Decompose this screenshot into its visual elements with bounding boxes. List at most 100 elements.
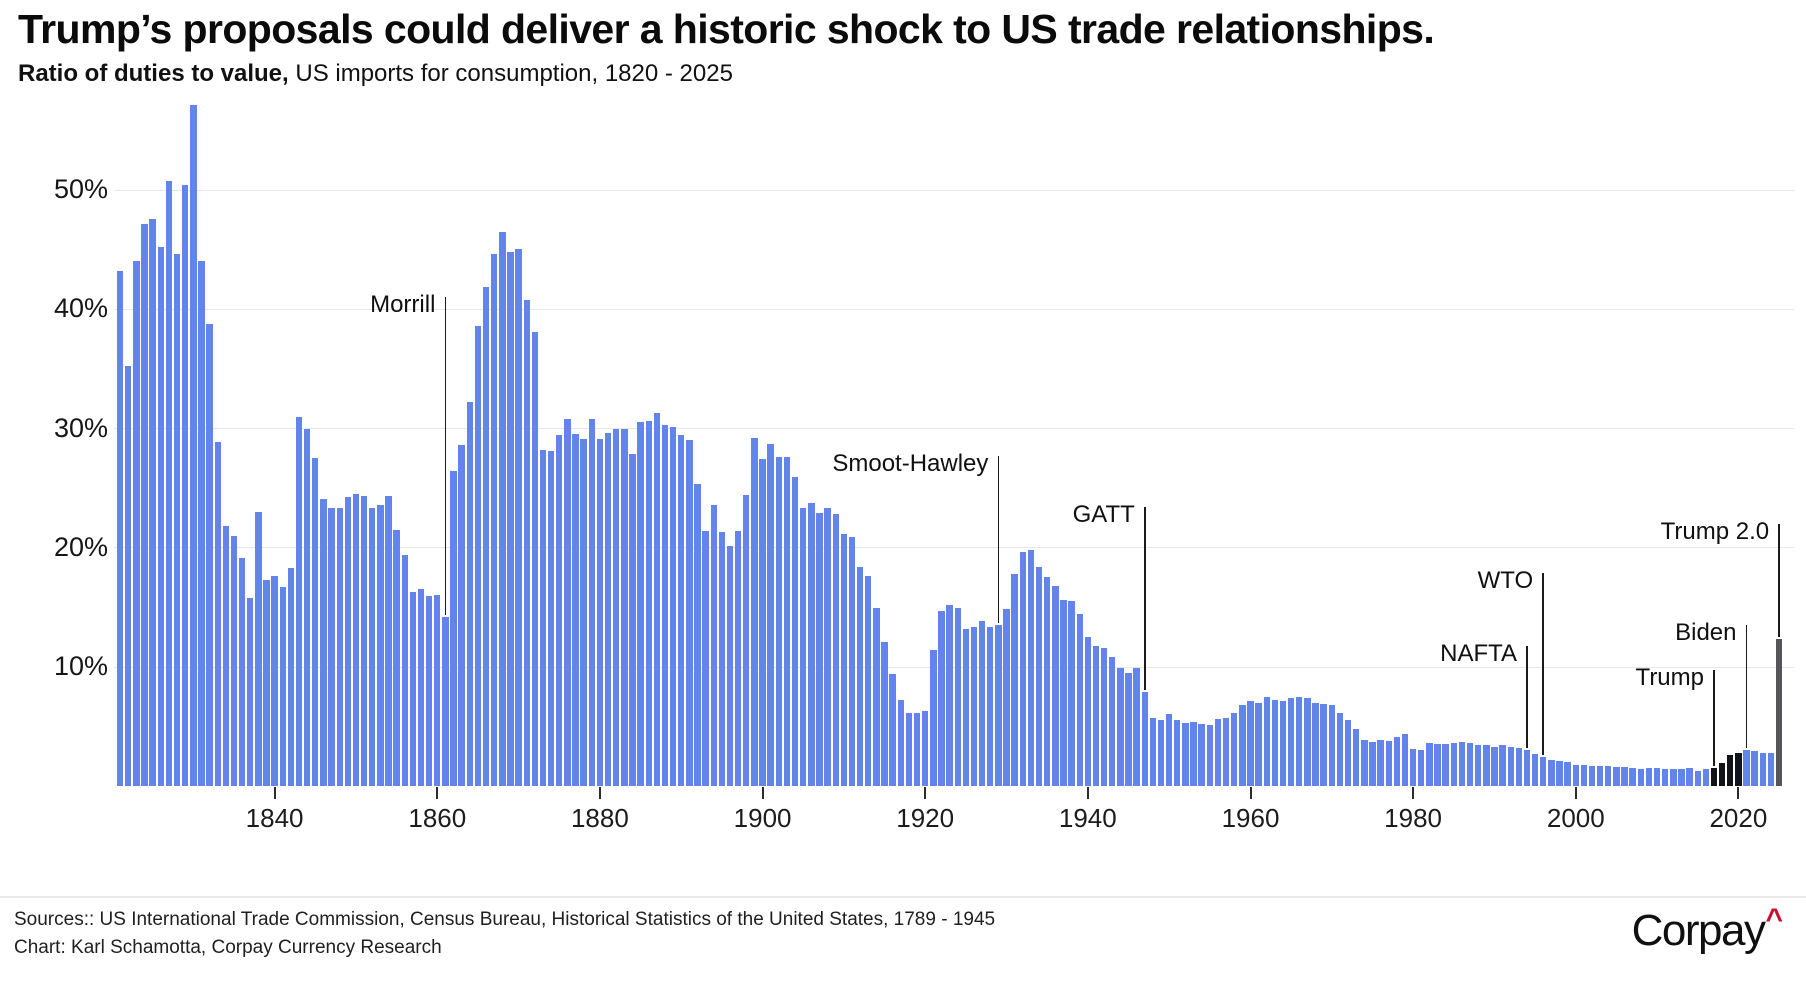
bar-1888 bbox=[661, 424, 669, 786]
bar-1952 bbox=[1182, 722, 1189, 786]
bar-1846 bbox=[320, 498, 327, 786]
bar-1951 bbox=[1174, 720, 1181, 786]
y-axis-label-50: 50% bbox=[53, 174, 108, 204]
x-axis-label-1940: 1940 bbox=[1058, 803, 1117, 833]
bar-1853 bbox=[377, 504, 384, 786]
bar-1922 bbox=[938, 610, 945, 786]
sources-text: Sources:: US International Trade Commiss… bbox=[14, 909, 996, 930]
bar-1914 bbox=[873, 608, 880, 786]
bar-1826 bbox=[157, 246, 164, 786]
annotation-label-gatt: GATT bbox=[1072, 500, 1135, 528]
bar-2021 bbox=[1743, 750, 1750, 786]
x-axis-label-1920: 1920 bbox=[896, 803, 955, 833]
bar-1900 bbox=[759, 459, 766, 786]
bar-1949 bbox=[1157, 720, 1165, 786]
annotation-line-wto bbox=[1542, 572, 1544, 756]
gridline-20 bbox=[114, 547, 1794, 549]
bar-1879 bbox=[588, 418, 595, 786]
bar-1996 bbox=[1540, 757, 1547, 786]
bar-1970 bbox=[1328, 704, 1335, 786]
bar-2017 bbox=[1710, 768, 1718, 786]
bar-1982 bbox=[1426, 743, 1433, 786]
x-tick-1900 bbox=[761, 787, 764, 799]
bar-1946 bbox=[1133, 667, 1140, 786]
bar-1997 bbox=[1548, 759, 1555, 786]
bar-1955 bbox=[1206, 725, 1213, 786]
bar-1925 bbox=[962, 628, 970, 786]
bar-1839 bbox=[263, 579, 270, 786]
annotation-line-trump-2-0 bbox=[1778, 523, 1780, 638]
y-axis-label-30: 30% bbox=[53, 412, 108, 443]
bar-1963 bbox=[1271, 700, 1279, 786]
bar-1899 bbox=[751, 437, 758, 786]
bar-1956 bbox=[1214, 719, 1222, 786]
x-axis-label-2000: 2000 bbox=[1546, 803, 1605, 833]
bar-2023 bbox=[1759, 752, 1766, 786]
bar-1847 bbox=[328, 508, 335, 786]
bar-1964 bbox=[1279, 701, 1287, 786]
bar-1843 bbox=[295, 417, 303, 786]
bar-1978 bbox=[1393, 737, 1401, 786]
bar-2006 bbox=[1621, 766, 1628, 786]
bar-1998 bbox=[1556, 760, 1563, 786]
bar-1889 bbox=[669, 426, 677, 786]
bar-1941 bbox=[1092, 646, 1100, 786]
bar-1989 bbox=[1483, 745, 1490, 786]
x-tick-1840 bbox=[273, 787, 276, 799]
bar-1906 bbox=[808, 503, 815, 786]
bar-1821 bbox=[116, 270, 124, 786]
x-axis-label-1840: 1840 bbox=[245, 803, 304, 833]
bar-1953 bbox=[1190, 721, 1197, 786]
bar-1858 bbox=[417, 589, 425, 786]
bar-1924 bbox=[954, 608, 961, 786]
bar-2015 bbox=[1694, 770, 1701, 786]
bar-1841 bbox=[279, 586, 286, 786]
bar-1873 bbox=[539, 449, 547, 786]
bar-1903 bbox=[783, 456, 791, 786]
bar-1943 bbox=[1109, 657, 1116, 786]
bar-1979 bbox=[1401, 733, 1409, 786]
bar-1991 bbox=[1499, 745, 1506, 786]
bar-1827 bbox=[165, 181, 173, 786]
bar-1854 bbox=[385, 496, 392, 786]
x-tick-1860 bbox=[436, 787, 439, 799]
bar-1954 bbox=[1198, 724, 1205, 786]
y-axis-label-10: 10% bbox=[53, 651, 108, 682]
corpay-logo: Corpay^ bbox=[1632, 903, 1783, 956]
bar-1865 bbox=[474, 325, 482, 786]
bar-2018 bbox=[1718, 763, 1726, 786]
bar-1994 bbox=[1523, 750, 1531, 786]
bar-1851 bbox=[360, 496, 368, 786]
bar-1863 bbox=[458, 444, 465, 786]
bar-1948 bbox=[1149, 718, 1157, 786]
bar-1915 bbox=[881, 641, 888, 786]
bar-1927 bbox=[978, 621, 986, 786]
bar-1980 bbox=[1409, 749, 1417, 786]
bar-1907 bbox=[816, 512, 823, 786]
chart-subtitle: Ratio of duties to value, US imports for… bbox=[18, 60, 733, 88]
bar-1872 bbox=[531, 331, 539, 786]
bar-1875 bbox=[556, 435, 563, 786]
bar-1876 bbox=[564, 418, 571, 786]
bar-1861 bbox=[442, 616, 449, 786]
bar-1878 bbox=[580, 438, 587, 786]
bar-2005 bbox=[1613, 766, 1620, 786]
bar-1896 bbox=[726, 546, 734, 786]
x-axis-label-1960: 1960 bbox=[1221, 803, 1280, 833]
bar-1842 bbox=[287, 567, 295, 786]
y-axis-label-20: 20% bbox=[53, 531, 108, 562]
bar-1937 bbox=[1060, 599, 1067, 786]
bar-1940 bbox=[1084, 636, 1092, 786]
annotation-label-wto: WTO bbox=[1477, 566, 1534, 594]
bar-2000 bbox=[1572, 764, 1579, 786]
bar-1904 bbox=[791, 477, 799, 786]
bar-1880 bbox=[596, 438, 604, 786]
bar-1908 bbox=[824, 508, 831, 786]
bar-1829 bbox=[181, 184, 189, 786]
annotation-line-morrill bbox=[444, 296, 447, 615]
x-tick-1880 bbox=[598, 787, 601, 799]
bar-1975 bbox=[1369, 741, 1376, 786]
bar-1883 bbox=[621, 429, 628, 786]
x-tick-2000 bbox=[1574, 787, 1577, 799]
bar-1968 bbox=[1312, 702, 1319, 786]
